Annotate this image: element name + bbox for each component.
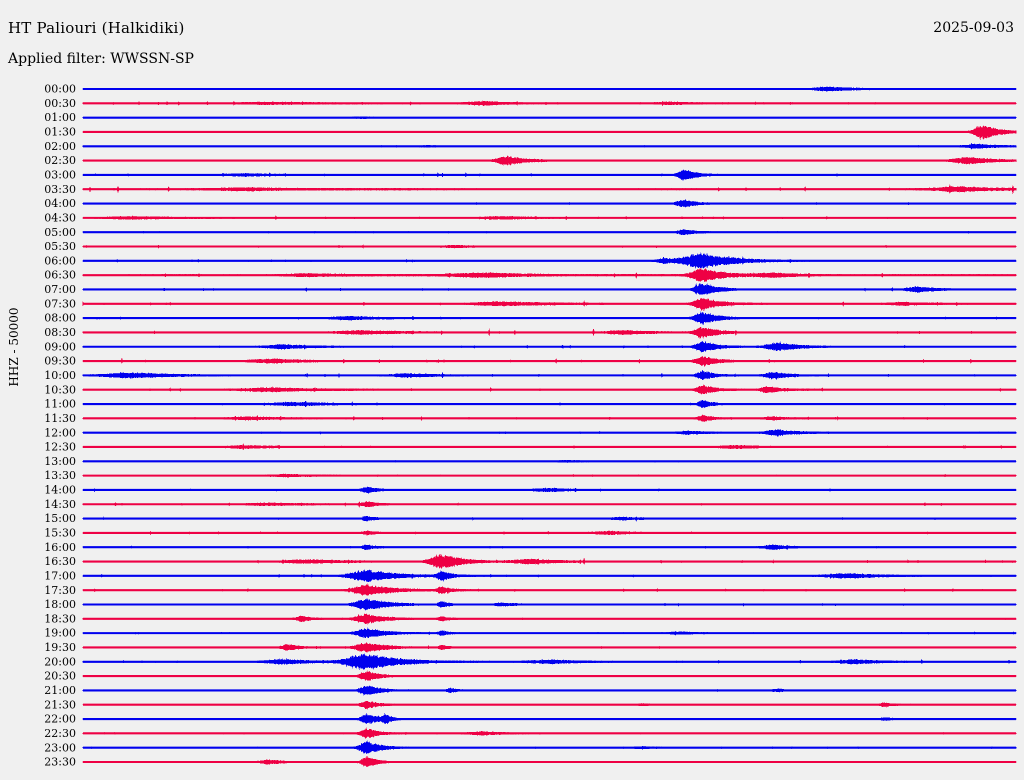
time-tick-label: 14:30 xyxy=(44,498,76,511)
time-tick-label: 22:00 xyxy=(44,713,76,726)
applied-filter-label: Applied filter: WWSSN-SP xyxy=(8,51,194,67)
time-tick-label: 21:30 xyxy=(44,698,76,711)
page-title: HT Paliouri (Halkidiki) xyxy=(8,19,185,37)
record-date: 2025-09-03 xyxy=(933,20,1014,36)
time-tick-label: 20:30 xyxy=(44,670,76,683)
time-tick-label: 18:30 xyxy=(44,612,76,625)
time-tick-label: 13:30 xyxy=(44,469,76,482)
time-tick-label: 15:00 xyxy=(44,512,76,525)
time-tick-label: 11:30 xyxy=(44,412,76,425)
time-tick-label: 05:00 xyxy=(44,226,76,239)
time-tick-label: 23:00 xyxy=(44,741,76,754)
time-tick-label: 08:30 xyxy=(44,326,76,339)
time-tick-label: 01:30 xyxy=(44,126,76,139)
time-tick-label: 05:30 xyxy=(44,240,76,253)
time-tick-label: 04:30 xyxy=(44,211,76,224)
time-tick-label: 10:00 xyxy=(44,369,76,382)
time-tick-label: 07:30 xyxy=(44,297,76,310)
time-tick-label: 14:00 xyxy=(44,484,76,497)
time-tick-label: 08:00 xyxy=(44,312,76,325)
helicorder-plot: 00:00 00:30 01:00 01:30 02:00 02:30 03:00 03:30… xyxy=(0,78,1024,776)
time-tick-label: 17:30 xyxy=(44,584,76,597)
time-tick-label: 02:00 xyxy=(44,140,76,153)
time-tick-label: 00:30 xyxy=(44,97,76,110)
time-tick-label: 11:00 xyxy=(44,398,76,411)
time-tick-label: 07:00 xyxy=(44,283,76,296)
time-tick-label: 20:00 xyxy=(44,655,76,668)
time-tick-label: 19:00 xyxy=(44,627,76,640)
time-tick-label: 22:30 xyxy=(44,727,76,740)
time-tick-label: 16:00 xyxy=(44,541,76,554)
time-tick-label: 16:30 xyxy=(44,555,76,568)
time-tick-label: 03:30 xyxy=(44,183,76,196)
time-tick-label: 19:30 xyxy=(44,641,76,654)
time-tick-label: 00:00 xyxy=(44,83,76,96)
time-tick-label: 12:30 xyxy=(44,441,76,454)
time-tick-label: 17:00 xyxy=(44,569,76,582)
time-tick-label: 03:00 xyxy=(44,169,76,182)
time-tick-label: 09:00 xyxy=(44,340,76,353)
time-tick-label: 15:30 xyxy=(44,526,76,539)
time-tick-label: 04:00 xyxy=(44,197,76,210)
time-tick-label: 13:00 xyxy=(44,455,76,468)
time-tick-label: 06:30 xyxy=(44,269,76,282)
time-tick-label: 23:30 xyxy=(44,756,76,769)
time-tick-label: 09:30 xyxy=(44,355,76,368)
time-tick-label: 06:00 xyxy=(44,254,76,267)
time-tick-label: 21:00 xyxy=(44,684,76,697)
time-tick-label: 12:00 xyxy=(44,426,76,439)
time-tick-label: 02:30 xyxy=(44,154,76,167)
time-tick-label: 18:00 xyxy=(44,598,76,611)
time-tick-label: 10:30 xyxy=(44,383,76,396)
time-tick-label: 01:00 xyxy=(44,111,76,124)
